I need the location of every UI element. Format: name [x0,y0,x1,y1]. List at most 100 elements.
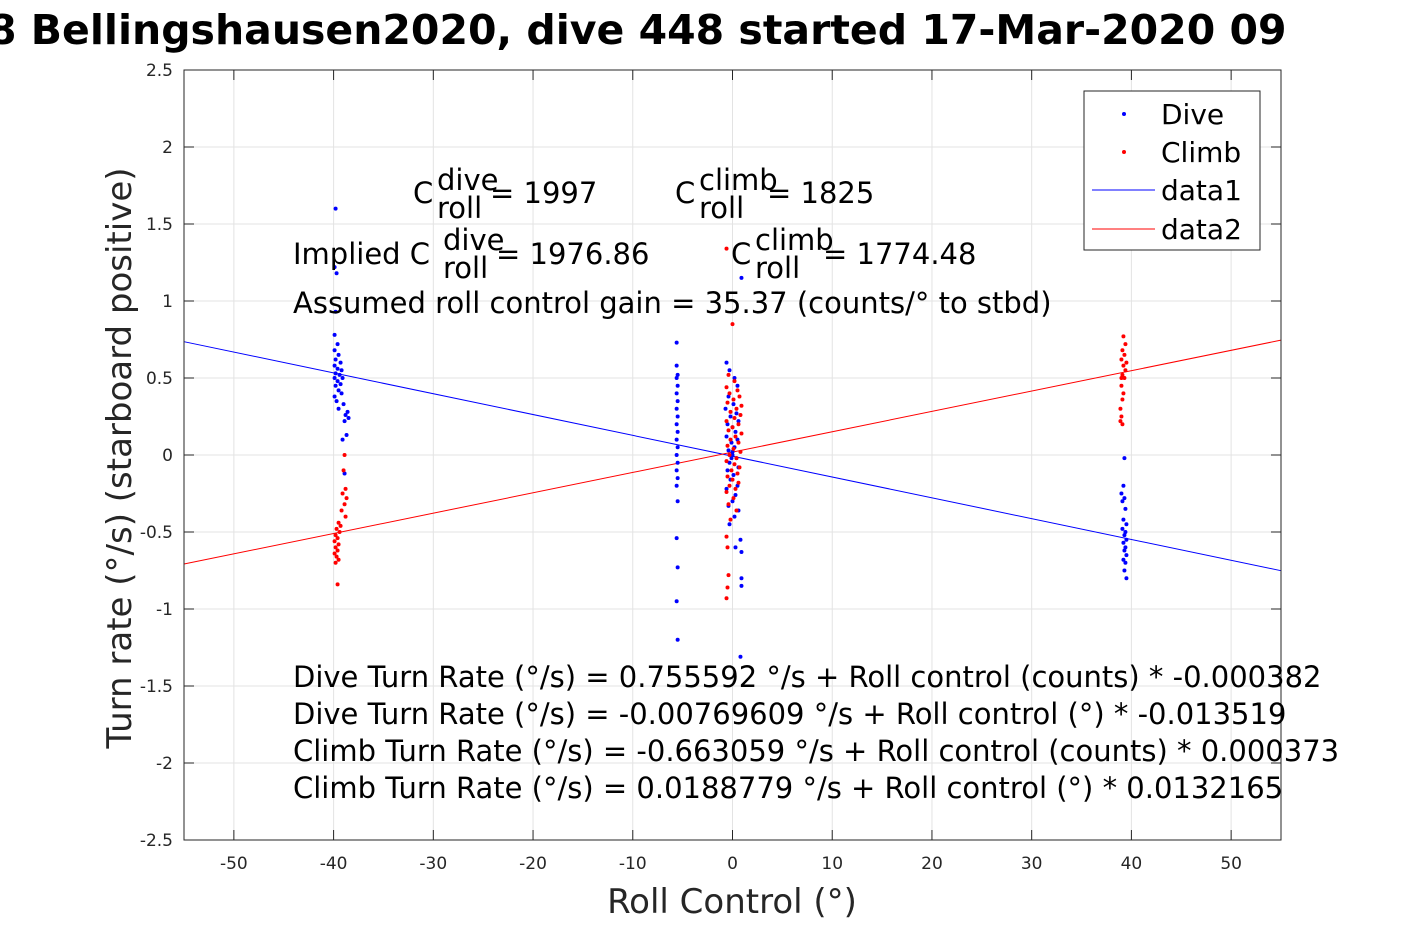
y-tick-label: -2.5 [140,831,173,851]
point-dive [335,379,340,384]
point-dive [735,437,740,442]
point-dive [730,453,735,457]
implied-climb-base: C [731,237,751,271]
point-dive [346,416,351,421]
implied-climb-sup: climb [755,223,834,257]
point-climb [334,526,339,531]
chart-title: 8 Bellingshausen2020, dive 448 started 1… [0,6,1287,54]
point-climb [727,391,732,396]
implied-climb-value: = 1774.48 [823,237,976,271]
point-dive [732,376,737,380]
point-dive [336,406,341,411]
point-dive [332,332,337,337]
point-climb [724,385,729,390]
point-climb [724,419,729,424]
point-dive [344,432,349,437]
point-climb [342,453,347,457]
x-tick-label: -20 [519,854,547,874]
point-climb [1121,334,1126,339]
point-dive [334,271,339,276]
point-dive [1120,526,1125,531]
point-climb [341,468,346,473]
point-climb [732,379,737,384]
point-climb [725,585,730,590]
y-tick-label: -2 [156,754,173,774]
point-dive [1119,491,1124,496]
point-dive [675,499,680,504]
point-climb [735,471,740,476]
point-climb [729,468,734,473]
point-dive [725,422,730,427]
annotation-c-climb: C climb roll = 1825 [675,163,874,225]
point-climb [1122,376,1127,380]
point-climb [725,545,730,550]
point-dive [675,429,680,434]
point-climb [1121,391,1126,396]
x-tick-label: -40 [320,854,348,874]
point-dive [674,599,679,604]
point-dive [332,265,337,270]
point-climb [337,530,342,534]
point-dive [1122,533,1127,538]
point-dive [674,536,679,541]
point-dive [1122,568,1127,573]
c-climb-sup: climb [699,163,778,197]
point-climb [1120,397,1125,402]
point-climb [1119,376,1124,380]
point-dive [1124,576,1129,581]
point-climb [333,560,338,565]
point-dive [1121,517,1126,522]
legend-dive-marker [1122,112,1126,116]
point-dive [674,468,679,473]
point-dive [333,309,338,314]
point-dive [738,537,743,542]
point-climb [1123,342,1128,347]
point-climb [735,388,740,393]
point-dive [730,449,735,454]
y-axis-label: Turn rate (°/s) (starboard positive) [100,167,140,749]
point-climb [731,397,736,402]
x-tick-label: 40 [1121,854,1143,874]
c-dive-value: = 1997 [490,176,597,210]
point-dive [739,275,744,280]
legend: Dive Climb data1 data2 [1083,90,1261,251]
point-climb [336,520,341,525]
point-dive [1122,456,1127,461]
point-dive [333,206,338,211]
point-dive [337,372,342,377]
point-climb [728,517,733,522]
point-dive [342,419,347,424]
point-climb [336,557,341,562]
point-climb [730,425,735,430]
point-climb [343,486,348,491]
y-tick-label: 1.5 [146,215,173,235]
point-dive [674,391,679,396]
point-climb [734,456,739,461]
legend-climb-label: Climb [1161,136,1241,169]
implied-dive-sub: roll [443,251,488,285]
point-climb [731,446,736,451]
point-climb [336,542,341,547]
point-climb [334,554,339,559]
point-climb [728,409,733,414]
point-climb [1124,360,1129,365]
point-climb [724,534,729,539]
point-dive [674,483,679,488]
point-climb [724,489,729,494]
x-tick-label: 10 [821,854,843,874]
point-climb [342,502,347,507]
point-dive [739,583,744,588]
point-dive [729,440,734,445]
point-climb [732,416,737,421]
point-dive [333,383,338,388]
point-dive [675,445,680,450]
point-dive [336,352,341,357]
point-dive [675,383,680,388]
y-tick-label: 2 [162,138,173,158]
point-climb [333,533,338,538]
point-dive [334,399,339,404]
point-climb [734,406,739,411]
point-climb [1119,414,1124,419]
point-dive [733,493,738,498]
